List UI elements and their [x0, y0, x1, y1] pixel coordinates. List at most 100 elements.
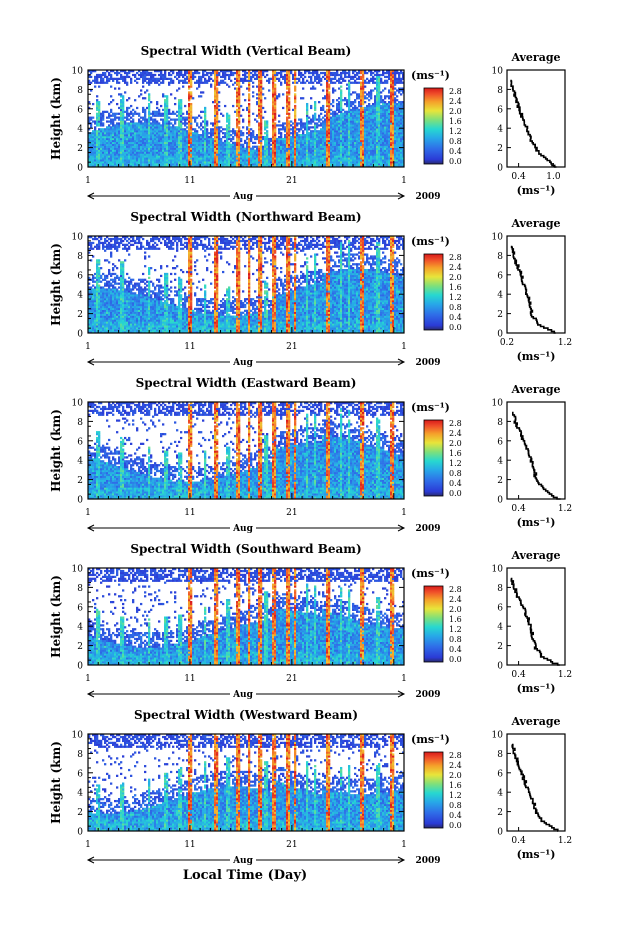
heatmap-cell [142, 128, 144, 130]
heatmap-cell [156, 130, 158, 132]
heatmap-cell [124, 130, 126, 132]
heatmap-cell [148, 159, 150, 161]
heatmap-cell [142, 111, 144, 113]
heatmap-cell [132, 148, 134, 150]
heatmap-cell [134, 140, 136, 142]
heatmap-cell [90, 155, 92, 157]
heatmap-cell [148, 151, 150, 153]
heatmap-cell [118, 148, 120, 150]
heatmap-cell [136, 138, 138, 140]
heatmap-cell [94, 86, 96, 88]
heatmap-cell [152, 113, 154, 115]
heatmap-cell [126, 122, 128, 124]
heatmap-cell [96, 159, 98, 161]
heatmap-cell [108, 138, 110, 140]
heatmap-cell [108, 130, 110, 132]
heatmap-cell [144, 72, 146, 74]
heatmap-cell [108, 103, 110, 105]
heatmap-cell [116, 113, 118, 115]
heatmap-cell [122, 126, 124, 128]
heatmap-cell [132, 151, 134, 153]
heatmap-cell [90, 136, 92, 138]
heatmap-cell [122, 155, 124, 157]
heatmap-cell [120, 157, 122, 159]
heatmap-cell [118, 140, 120, 142]
heatmap-cell [160, 124, 162, 126]
heatmap-cell [150, 132, 152, 134]
heatmap-cell [104, 128, 106, 130]
heatmap-cell [110, 109, 112, 111]
heatmap-cell [102, 159, 104, 161]
heatmap-cell [138, 157, 140, 159]
heatmap-cell [114, 115, 116, 117]
heatmap-cell [110, 132, 112, 134]
heatmap-cell [136, 107, 138, 109]
heatmap-cell [148, 146, 150, 148]
heatmap-cell [142, 109, 144, 111]
heatmap-cell [130, 144, 132, 146]
heatmap-cell [142, 122, 144, 124]
heatmap-cell [154, 163, 156, 165]
heatmap-cell [132, 134, 134, 136]
heatmap-cell [156, 159, 158, 161]
heatmap-cell [114, 150, 116, 152]
heatmap-cell [128, 76, 130, 78]
heatmap-cell [132, 163, 134, 165]
heatmap-cell [144, 124, 146, 126]
heatmap-cell [158, 142, 160, 144]
heatmap-cell [130, 105, 132, 107]
heatmap-cell [100, 78, 102, 80]
heatmap-cell [152, 74, 154, 76]
heatmap-cell [108, 115, 110, 117]
heatmap-cell [144, 109, 146, 111]
heatmap-cell [106, 146, 108, 148]
heatmap-cell [130, 111, 132, 113]
heatmap-cell [122, 115, 124, 117]
heatmap-cell [90, 163, 92, 165]
heatmap-cell [156, 107, 158, 109]
heatmap-cell [108, 144, 110, 146]
heatmap-cell [116, 74, 118, 76]
heatmap-cell [122, 163, 124, 165]
heatmap-cell [102, 115, 104, 117]
heatmap-cell [144, 157, 146, 159]
heatmap-cell [158, 151, 160, 153]
heatmap-cell [124, 138, 126, 140]
heatmap-cell [128, 134, 130, 136]
heatmap-cell [128, 142, 130, 144]
heatmap-cell [110, 95, 112, 97]
heatmap-cell [134, 159, 136, 161]
heatmap-cell [102, 113, 104, 115]
heatmap-cell [152, 120, 154, 122]
heatmap-cell [98, 144, 100, 146]
heatmap-cell [146, 161, 148, 163]
heatmap-cell [118, 87, 120, 89]
heatmap-cell [150, 122, 152, 124]
heatmap-cell [106, 76, 108, 78]
heatmap-cell [160, 134, 162, 136]
heatmap-cell [122, 130, 124, 132]
heatmap-cell [152, 155, 154, 157]
heatmap-cell [110, 115, 112, 117]
heatmap-cell [120, 95, 122, 97]
heatmap-cell [116, 140, 118, 142]
heatmap-cell [128, 161, 130, 163]
heatmap-cell [114, 136, 116, 138]
heatmap-cell [134, 146, 136, 148]
heatmap-cell [148, 126, 150, 128]
heatmap-cell [158, 134, 160, 136]
heatmap-cell [104, 148, 106, 150]
heatmap-cell [134, 99, 136, 101]
heatmap-cell [104, 111, 106, 113]
heatmap-cell [126, 74, 128, 76]
heatmap-cell [112, 142, 114, 144]
heatmap-cell [160, 150, 162, 152]
heatmap-cell [140, 148, 142, 150]
heatmap-cell [152, 128, 154, 130]
heatmap-cell [154, 124, 156, 126]
heatmap-cell [126, 151, 128, 153]
heatmap-cell [134, 128, 136, 130]
heatmap-cell [142, 148, 144, 150]
heatmap-cell [90, 150, 92, 152]
heatmap-cell [150, 101, 152, 103]
